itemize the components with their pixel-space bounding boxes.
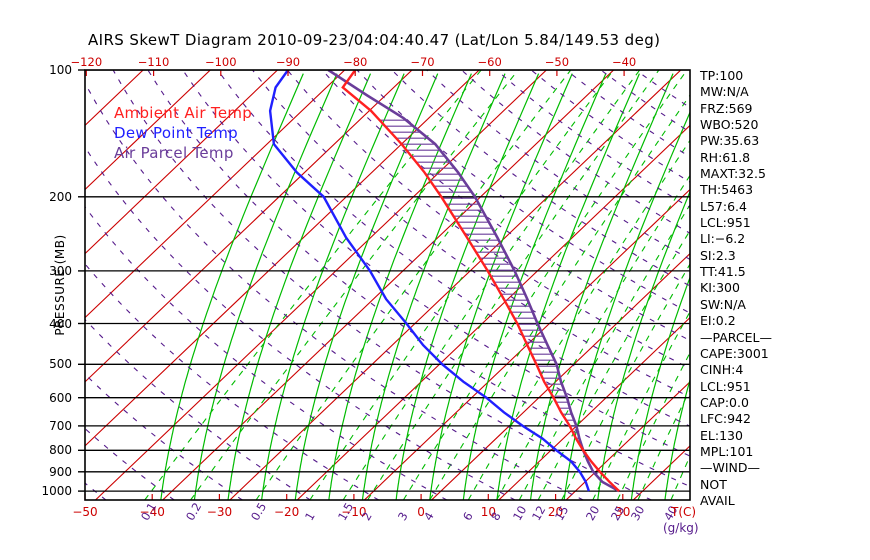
index-row-th: TH:5463 — [700, 182, 754, 198]
index-row-parcel: —PARCEL— — [700, 329, 772, 345]
pressure-tick-label: 800 — [49, 443, 72, 458]
index-row-pw: PW:35.63 — [700, 133, 760, 149]
plot-frame — [84, 69, 691, 501]
index-row-l57: L57:6.4 — [700, 198, 747, 214]
pressure-axis-title: PRESSURE (MB) — [53, 234, 67, 336]
top-temp-tick-label: −60 — [477, 55, 502, 69]
legend-ambient-air-temp: Ambient Air Temp — [114, 104, 253, 122]
top-temp-tick-label: −120 — [70, 55, 103, 69]
mixing-ratio-unit-label: (g/kg) — [663, 521, 699, 535]
index-row-li: LI:−6.2 — [700, 231, 746, 247]
mixing-ratio-lines — [144, 70, 690, 500]
index-row-avail: AVAIL — [700, 492, 735, 508]
index-row-wind: —WIND— — [700, 460, 761, 476]
pressure-tick-label: 1000 — [41, 484, 72, 499]
index-row-ei: EI:0.2 — [700, 313, 736, 329]
sounding-curves — [268, 70, 620, 493]
bottom-temp-tick-label: −30 — [206, 505, 233, 519]
pressure-tick-label: 100 — [49, 63, 72, 77]
bottom-temp-tick-label: −10 — [341, 505, 367, 519]
bottom-temp-tick-label: 0 — [417, 505, 425, 519]
pressure-tick-label: 700 — [49, 418, 72, 433]
index-row-ki: KI:300 — [700, 280, 740, 296]
legend-air-parcel-temp: Air Parcel Temp — [114, 144, 234, 162]
index-row-el: EL:130 — [700, 427, 743, 443]
page-title: AIRS SkewT Diagram 2010-09-23/04:04:40.4… — [88, 31, 661, 49]
indices-panel: TP:100 MW:N/A FRZ:569 WBO:520 PW:35.63 RH:61.… — [700, 68, 860, 509]
index-row-tt: TT:41.5 — [700, 264, 746, 280]
index-row-wbo: WBO:520 — [700, 117, 759, 133]
top-temp-tick-label: −100 — [204, 55, 237, 69]
index-row-cape: CAPE:3001 — [700, 345, 769, 361]
index-row-si: SI:2.3 — [700, 247, 736, 263]
isobar-lines — [85, 70, 690, 492]
top-temp-tick-label: −110 — [137, 55, 170, 69]
index-row-not: NOT — [700, 476, 727, 492]
pressure-tick-label: 600 — [49, 390, 72, 405]
index-row-cinh: CINH:4 — [700, 362, 744, 378]
index-row-lcl: LCL:951 — [700, 215, 751, 231]
top-temp-tick-label: −70 — [410, 55, 435, 69]
pressure-tick-label: 900 — [49, 464, 72, 479]
top-temp-tick-label: −50 — [544, 55, 570, 69]
index-row-mpl: MPL:101 — [700, 443, 754, 459]
cape-hatch-area — [379, 119, 582, 445]
bottom-temp-tick-label: −20 — [273, 505, 300, 519]
bottom-temp-tick-label: 30 — [615, 505, 631, 519]
bottom-temp-tick-label: 10 — [480, 505, 496, 519]
temperature-unit-label: T(C) — [671, 505, 697, 519]
index-row-lcl: LCL:951 — [700, 378, 751, 394]
saturated-adiabat-lines — [160, 73, 690, 500]
top-temp-tick-label: −80 — [343, 55, 368, 69]
index-row-rh: RH:61.8 — [700, 149, 751, 165]
index-row-maxt: MAXT:32.5 — [700, 166, 766, 182]
pressure-tick-label: 500 — [49, 357, 72, 372]
index-row-lfc: LFC:942 — [700, 411, 751, 427]
bottom-temp-tick-label: 20 — [547, 505, 564, 519]
bottom-temp-tick-label: −50 — [72, 505, 98, 519]
bottom-temp-tick-label: −40 — [139, 505, 165, 519]
index-row-frz: FRZ:569 — [700, 100, 753, 116]
index-row-tp: TP:100 — [700, 68, 744, 83]
pressure-tick-label: 400 — [49, 316, 72, 331]
top-temp-tick-label: −90 — [275, 55, 301, 69]
top-temp-tick-label: −40 — [611, 55, 637, 69]
index-row-sw: SW:N/A — [700, 296, 746, 312]
pressure-tick-label: 300 — [49, 263, 72, 278]
legend-dew-point-temp: Dew Point Temp — [114, 124, 239, 142]
pressure-tick-label: 200 — [49, 189, 72, 204]
index-row-mw: MW:N/A — [700, 84, 749, 100]
index-row-cap: CAP:0.0 — [700, 394, 749, 410]
